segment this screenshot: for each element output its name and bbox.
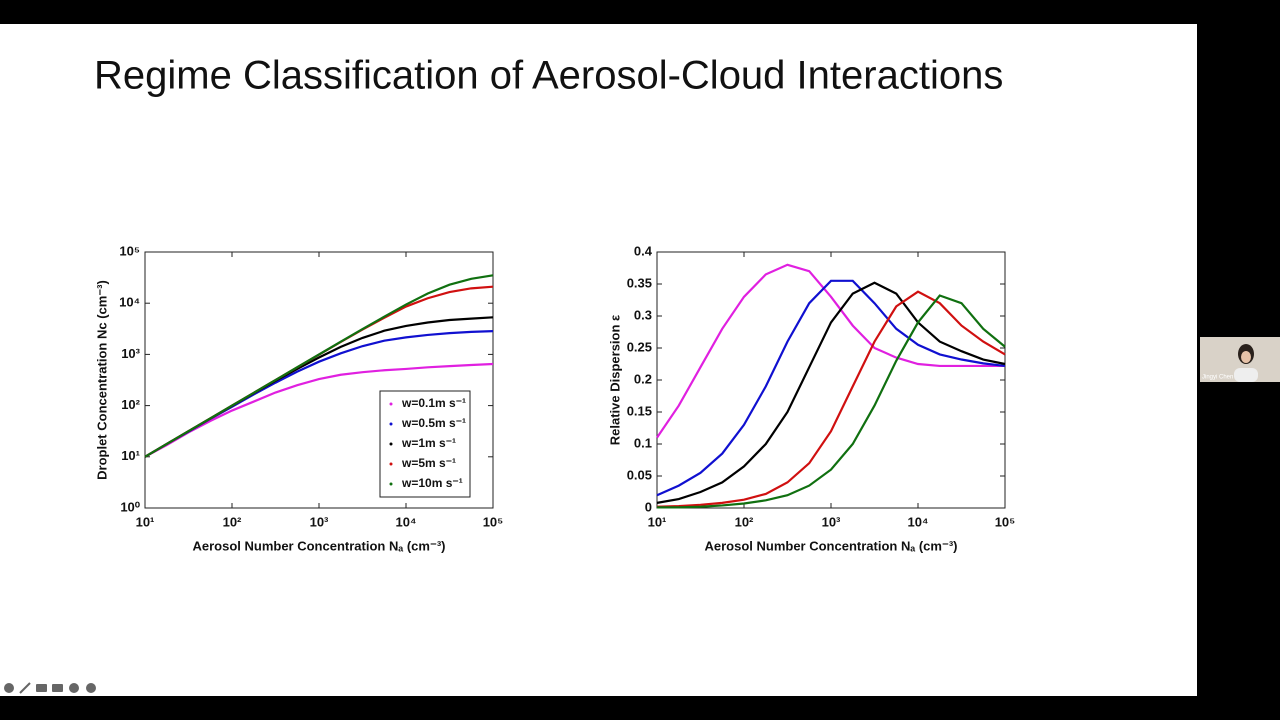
y-axis-label: Droplet Concentration Nc (cm⁻³) <box>94 280 109 480</box>
y-tick-label: 10⁵ <box>119 243 140 258</box>
y-tick-label: 0.4 <box>634 243 653 258</box>
toolbar <box>4 682 96 694</box>
toolbar-mic[interactable] <box>52 684 63 692</box>
participant-video: Jingyi Chen <box>1200 337 1280 382</box>
x-axis-label: Aerosol Number Concentration Nₐ (cm⁻³) <box>704 538 957 553</box>
x-tick-label: 10⁴ <box>908 514 929 529</box>
y-tick-label: 0.3 <box>634 307 652 322</box>
y-tick-label: 0 <box>645 499 652 514</box>
x-tick-label: 10⁴ <box>396 514 417 529</box>
toolbar-next[interactable] <box>86 683 96 693</box>
x-tick-label: 10³ <box>822 514 841 529</box>
legend-label: w=0.1m s⁻¹ <box>401 396 466 410</box>
slide-title: Regime Classification of Aerosol-Cloud I… <box>94 54 1003 98</box>
y-axis-label: Relative Dispersion ε <box>607 315 622 445</box>
x-tick-label: 10³ <box>310 514 329 529</box>
y-tick-label: 0.25 <box>627 339 652 354</box>
chart: 10¹ 10² 10³ 10⁴ 10⁵ 0 0.05 0.1 0.15 0.2 0.25 0.3 0.3… <box>607 243 1015 553</box>
participant-name: Jingyi Chen <box>1202 375 1233 381</box>
legend-label: w=0.5m s⁻¹ <box>401 416 466 430</box>
legend-marker <box>389 442 393 446</box>
plot-area <box>656 251 1006 509</box>
y-tick-label: 10³ <box>121 346 140 361</box>
legend: w=0.1m s⁻¹ w=0.5m s⁻¹ w=1m s⁻¹ w=5m s⁻¹ w=10… <box>379 390 471 498</box>
toolbar-back[interactable] <box>4 683 14 693</box>
person-face <box>1241 351 1251 363</box>
y-tick-label: 0.2 <box>634 371 652 386</box>
toolbar-cc[interactable] <box>36 684 47 692</box>
series-line <box>144 274 494 458</box>
series-line <box>656 279 1006 497</box>
legend-label: w=5m s⁻¹ <box>401 456 456 470</box>
x-tick-label: 10⁵ <box>995 514 1016 529</box>
series-line <box>656 290 1006 508</box>
legend-box <box>379 390 471 498</box>
y-tick-label: 0.1 <box>634 435 652 450</box>
x-tick-label: 10¹ <box>136 514 155 529</box>
toolbar-pen[interactable] <box>19 682 31 694</box>
y-tick-label: 10¹ <box>121 448 140 463</box>
legend-marker <box>389 402 393 406</box>
person-body <box>1234 368 1258 382</box>
x-tick-label: 10¹ <box>648 514 667 529</box>
chart: 10¹ 10² 10³ 10⁴ 10⁵10⁰10¹10²10³10⁴10⁵Aerosol… <box>94 243 503 553</box>
legend-marker <box>389 422 393 426</box>
x-axis-label: Aerosol Number Concentration Nₐ (cm⁻³) <box>192 538 445 553</box>
legend-label: w=10m s⁻¹ <box>401 476 463 490</box>
series-line <box>656 281 1006 504</box>
y-tick-label: 10² <box>121 397 140 412</box>
series-line <box>657 294 1006 509</box>
y-tick-label: 0.05 <box>627 467 652 482</box>
y-tick-label: 10⁴ <box>119 295 140 310</box>
x-tick-label: 10² <box>735 514 754 529</box>
x-tick-label: 10⁵ <box>483 514 504 529</box>
legend-marker <box>389 462 393 466</box>
legend-marker <box>389 482 393 486</box>
series-line <box>656 263 1005 439</box>
y-tick-label: 0.15 <box>627 403 652 418</box>
y-tick-label: 10⁰ <box>120 499 140 514</box>
x-tick-label: 10² <box>223 514 242 529</box>
series-line <box>144 362 494 458</box>
legend-label: w=1m s⁻¹ <box>401 436 456 450</box>
toolbar-more[interactable] <box>69 683 79 693</box>
y-tick-label: 0.35 <box>627 275 652 290</box>
